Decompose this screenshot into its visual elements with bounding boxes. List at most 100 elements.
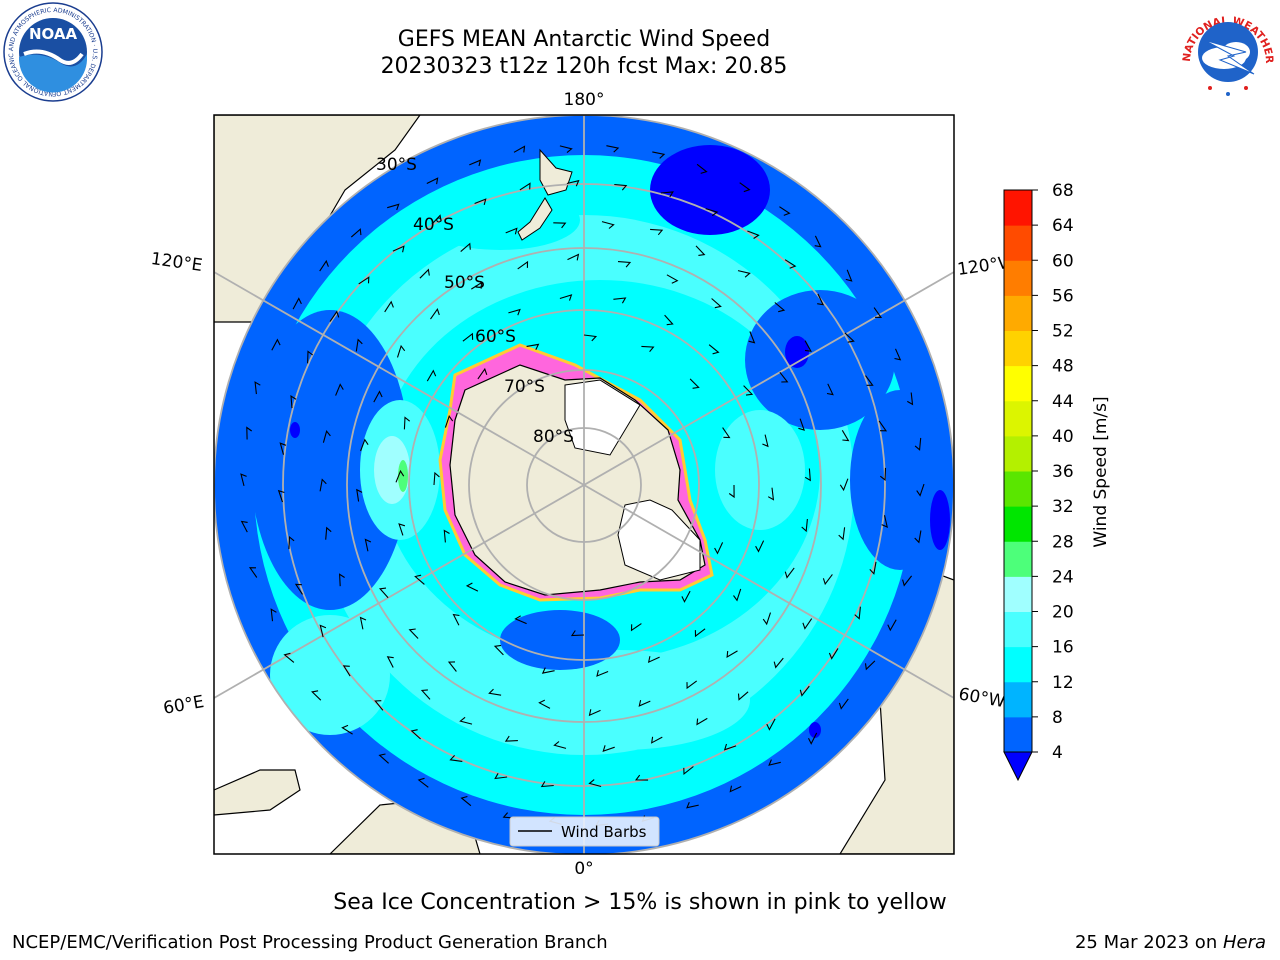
wind-barb: [322, 430, 331, 443]
map-legend: Wind Barbs: [509, 816, 660, 847]
wind-barb: [350, 228, 362, 238]
wind-barb: [392, 245, 405, 253]
wind-barb: [596, 670, 609, 677]
wind-barb: [538, 699, 551, 709]
colorbar-extend-arrow: [1003, 751, 1033, 782]
wind-barb: [374, 700, 384, 711]
wind-barb: [755, 540, 765, 553]
lat-label-30s: 30°S: [376, 155, 417, 175]
colorbar-tick-label: 20: [1052, 603, 1074, 623]
wind-barb: [420, 689, 431, 700]
wind-barb: [319, 624, 327, 638]
lat-label-80s: 80°S: [533, 427, 574, 447]
wind-barb: [739, 182, 751, 193]
wind-barb: [613, 297, 627, 304]
wind-barb: [606, 145, 620, 153]
colorbar-bin: [1004, 330, 1032, 367]
wind-barb: [743, 385, 754, 396]
wind-barb: [493, 644, 504, 656]
wind-barb: [617, 261, 632, 268]
colorbar-tick-label: 48: [1052, 357, 1074, 377]
wind-barb: [396, 344, 406, 358]
wind-barb: [826, 383, 834, 396]
wind-barb: [433, 471, 440, 486]
wind-barb: [469, 159, 482, 167]
wind-barb: [519, 182, 531, 191]
lon-label-120e: 120°E: [150, 249, 204, 276]
wind-barb: [747, 230, 760, 239]
wind-barb: [426, 177, 439, 185]
wind-barb: [689, 378, 700, 389]
wind-barb: [248, 567, 258, 578]
colorbar-tick-label: 4: [1052, 743, 1063, 763]
colorbar-bin: [1004, 506, 1032, 542]
wind-barb: [474, 198, 487, 206]
colorbar-tick-label: 36: [1052, 462, 1074, 482]
wind-barb: [358, 276, 370, 285]
wind-barb: [737, 691, 749, 701]
wind-barb: [462, 332, 474, 342]
wind-barb: [686, 680, 698, 690]
footer-host: Hera: [1222, 932, 1266, 953]
wind-barb: [814, 235, 822, 248]
colorbar-tick-label: 40: [1052, 427, 1074, 447]
graticule: [214, 115, 954, 854]
wind-barb: [865, 375, 874, 386]
wind-barb: [650, 228, 664, 236]
map-title: GEFS MEAN Antarctic Wind Speed: [397, 27, 771, 52]
wind-barb: [808, 732, 818, 745]
wind-barb: [841, 430, 850, 442]
wind-barb: [799, 685, 810, 697]
noaa-logo-text: NOAA: [29, 25, 78, 43]
wind-barb: [916, 483, 925, 497]
wind-barb: [559, 294, 573, 301]
wind-barb: [460, 242, 471, 253]
wind-barb: [804, 340, 812, 352]
footer-date-text: 25 Mar 2023 on: [1074, 932, 1223, 953]
wind-barb: [726, 650, 738, 659]
wind-barb: [395, 469, 405, 483]
wind-barb: [408, 628, 419, 639]
wind-barb: [838, 527, 846, 541]
colorbar-tick-label: 28: [1052, 532, 1074, 552]
wind-barb: [711, 298, 722, 309]
wind-barb: [431, 214, 442, 225]
wind-barb: [386, 656, 394, 668]
lat-label-70s: 70°S: [504, 377, 545, 397]
wind-barb: [270, 608, 277, 622]
wind-barb: [292, 297, 302, 310]
wind-barb: [822, 574, 833, 586]
colorbar-bin: [1004, 435, 1032, 472]
wind-barb: [553, 741, 567, 749]
wind-barb: [419, 268, 430, 279]
wind-barb: [602, 745, 615, 752]
wind-barb: [505, 227, 518, 235]
colorbar-bin: [1004, 716, 1032, 753]
sea-ice-note: Sea Ice Concentration > 15% is shown in …: [333, 890, 947, 915]
wind-barb: [601, 221, 615, 229]
wind-barb: [614, 183, 628, 191]
wind-barb: [488, 688, 502, 696]
colorbar-tick-label: 12: [1052, 673, 1074, 693]
colorbar-bin: [1004, 260, 1032, 296]
wind-barb: [864, 660, 876, 671]
wind-barb: [452, 613, 460, 626]
wind-barb: [559, 145, 573, 154]
colorbar-bin: [1004, 611, 1032, 648]
wind-barb: [768, 759, 781, 766]
colorbar-tick-label: 52: [1052, 322, 1074, 342]
colorbar-bin: [1004, 646, 1032, 683]
wind-barb: [887, 619, 897, 632]
wind-barb: [319, 478, 327, 492]
wind-barb: [845, 269, 853, 282]
wind-barb: [443, 529, 450, 543]
wind-barb: [696, 717, 708, 726]
wind-barb: [342, 665, 351, 677]
wind-barb: [729, 785, 742, 793]
colorbar-tick-label: 56: [1052, 286, 1074, 306]
colorbar-bin: [1004, 576, 1032, 612]
wind-barb: [359, 616, 367, 630]
wind-barb: [477, 367, 488, 380]
wind-barb: [733, 588, 742, 602]
